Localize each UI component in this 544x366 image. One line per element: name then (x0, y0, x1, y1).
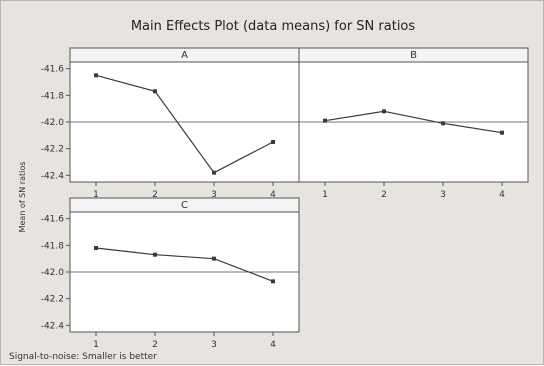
data-point-C-1 (94, 246, 98, 250)
y-tick-label: -41.8 (41, 241, 65, 251)
data-point-B-2 (382, 109, 386, 114)
panel-B (298, 47, 529, 183)
x-tick-label: 1 (322, 190, 328, 200)
x-tick-label: 3 (440, 190, 446, 200)
series-line-B (324, 110, 503, 134)
data-point-A-2 (153, 89, 157, 94)
panel-strip-C (69, 197, 300, 213)
panel-label-B: B (410, 50, 417, 61)
data-point-A-4 (271, 140, 275, 144)
series-line-C (95, 247, 274, 282)
x-tick-label: 3 (211, 190, 217, 200)
panel-A (69, 47, 300, 183)
x-tick-label: 1 (93, 340, 99, 350)
series-line-A (95, 74, 274, 174)
data-point-B-1 (323, 118, 327, 123)
y-tick-label: -41.6 (41, 65, 65, 75)
data-point-C-4 (271, 279, 275, 284)
x-tick-label: 2 (152, 340, 158, 350)
data-point-C-3 (212, 256, 216, 261)
x-tick-label: 4 (270, 190, 276, 200)
data-point-A-1 (94, 73, 98, 78)
y-tick-label: -42.2 (41, 145, 64, 155)
data-point-B-4 (500, 130, 504, 135)
x-tick-label: 1 (93, 190, 99, 200)
x-tick-label: 2 (381, 190, 387, 200)
y-tick-label: -42.4 (41, 171, 65, 181)
data-point-C-2 (153, 252, 157, 257)
x-tick-label: 3 (211, 340, 217, 350)
y-tick-label: -42.0 (41, 118, 65, 128)
panel-C (69, 197, 300, 333)
y-tick-label: -42.4 (41, 321, 65, 331)
x-tick-label: 4 (499, 190, 505, 200)
y-tick-label: -42.2 (41, 295, 64, 305)
y-tick-label: -41.8 (41, 91, 65, 101)
chart-footnote: Signal-to-noise: Smaller is better (9, 352, 157, 362)
x-tick-label: 2 (152, 190, 158, 200)
data-point-B-3 (441, 121, 445, 126)
panel-label-A: A (181, 50, 188, 61)
y-axis-label: Mean of SN ratios (18, 162, 27, 233)
y-tick-label: -42.0 (41, 268, 65, 278)
data-point-A-3 (212, 170, 216, 175)
y-tick-label: -41.6 (41, 215, 65, 225)
chart-title: Main Effects Plot (data means) for SN ra… (131, 19, 416, 34)
panel-label-C: C (181, 200, 188, 211)
panel-strip-B (298, 47, 529, 63)
x-tick-label: 4 (270, 340, 276, 350)
